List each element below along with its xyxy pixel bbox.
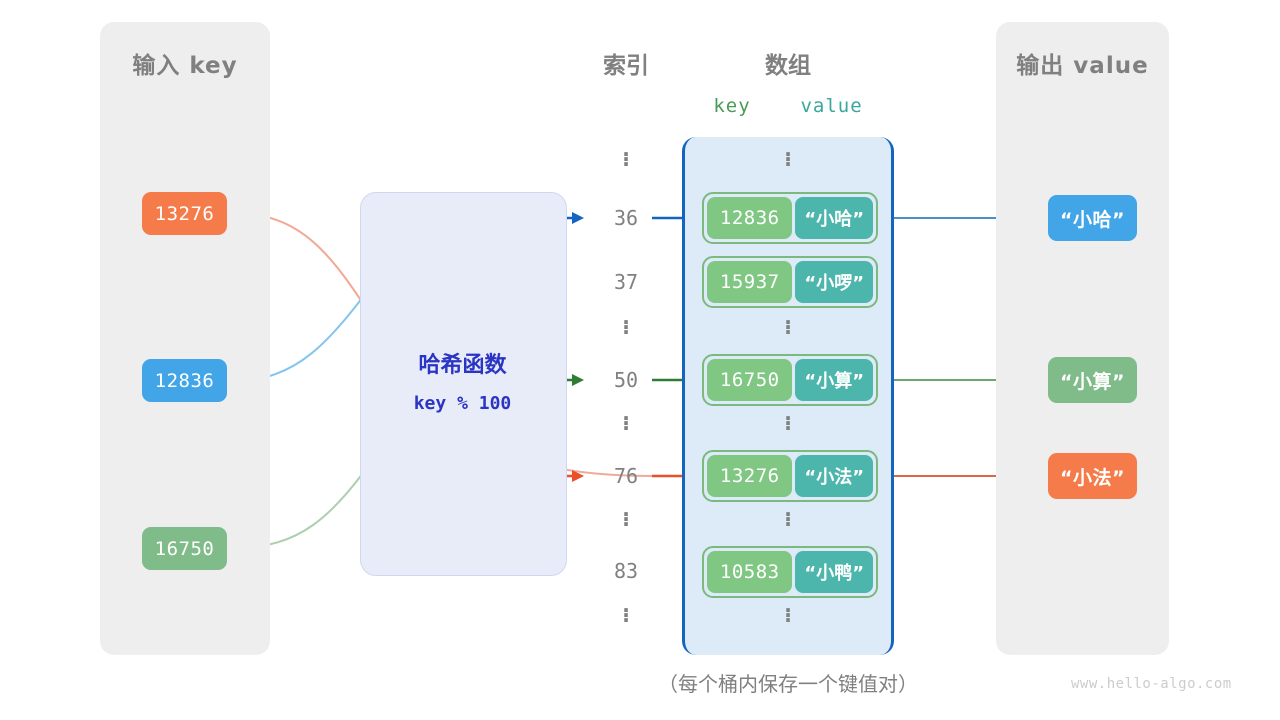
array-ellipsis-0: · · · [784, 142, 792, 176]
index-ellipsis-4: · · · [622, 598, 630, 632]
input-key-chip-2[interactable]: 16750 [142, 527, 227, 570]
output-value-panel [996, 22, 1169, 655]
bucket-key-76: 13276 [707, 455, 793, 497]
index-label-83: 83 [613, 559, 639, 583]
bucket-key-83: 10583 [707, 551, 793, 593]
array-column-header: 数组 [765, 53, 811, 79]
index-label-37: 37 [613, 270, 639, 294]
index-ellipsis-3: · · · [622, 502, 630, 536]
bucket-value-36: “小哈” [795, 197, 873, 239]
hash-function-formula: key % 100 [413, 393, 512, 414]
input-key-chip-1[interactable]: 12836 [142, 359, 227, 402]
output-value-chip-0[interactable]: “小哈” [1048, 195, 1137, 241]
bucket-row-50[interactable]: 16750 “小算” [702, 354, 878, 406]
output-value-chip-1[interactable]: “小算” [1048, 357, 1137, 403]
output-value-panel-title: 输出 value [1016, 53, 1149, 79]
bucket-row-83[interactable]: 10583 “小鸭” [702, 546, 878, 598]
array-ellipsis-1: · · · [784, 310, 792, 344]
bucket-key-37: 15937 [707, 261, 793, 303]
index-label-76: 76 [613, 464, 639, 488]
bucket-value-76: “小法” [795, 455, 873, 497]
diagram-caption: （每个桶内保存一个键值对） [658, 672, 918, 696]
bucket-value-50: “小算” [795, 359, 873, 401]
index-column-header: 索引 [603, 53, 649, 79]
hash-function-title: 哈希函数 [418, 353, 507, 378]
array-ellipsis-4: · · · [784, 598, 792, 632]
index-label-36: 36 [613, 206, 639, 230]
output-value-chip-2[interactable]: “小法” [1048, 453, 1137, 499]
bucket-row-76[interactable]: 13276 “小法” [702, 450, 878, 502]
bucket-row-37[interactable]: 15937 “小啰” [702, 256, 878, 308]
index-ellipsis-2: · · · [622, 406, 630, 440]
value-header-label: value [800, 95, 863, 117]
key-header-label: key [713, 95, 751, 117]
watermark: www.hello-algo.com [1071, 676, 1232, 692]
bucket-value-37: “小啰” [795, 261, 873, 303]
index-ellipsis-1: · · · [622, 310, 630, 344]
bucket-row-36[interactable]: 12836 “小哈” [702, 192, 878, 244]
input-key-chip-0[interactable]: 13276 [142, 192, 227, 235]
bucket-key-36: 12836 [707, 197, 793, 239]
array-ellipsis-2: · · · [784, 406, 792, 440]
bucket-value-83: “小鸭” [795, 551, 873, 593]
index-label-50: 50 [613, 368, 639, 392]
array-ellipsis-3: · · · [784, 502, 792, 536]
bucket-key-50: 16750 [707, 359, 793, 401]
input-key-panel-title: 输入 key [132, 53, 238, 79]
array-kv-header: key value [700, 95, 876, 117]
hash-function-box [360, 192, 567, 576]
index-ellipsis-0: · · · [622, 142, 630, 176]
